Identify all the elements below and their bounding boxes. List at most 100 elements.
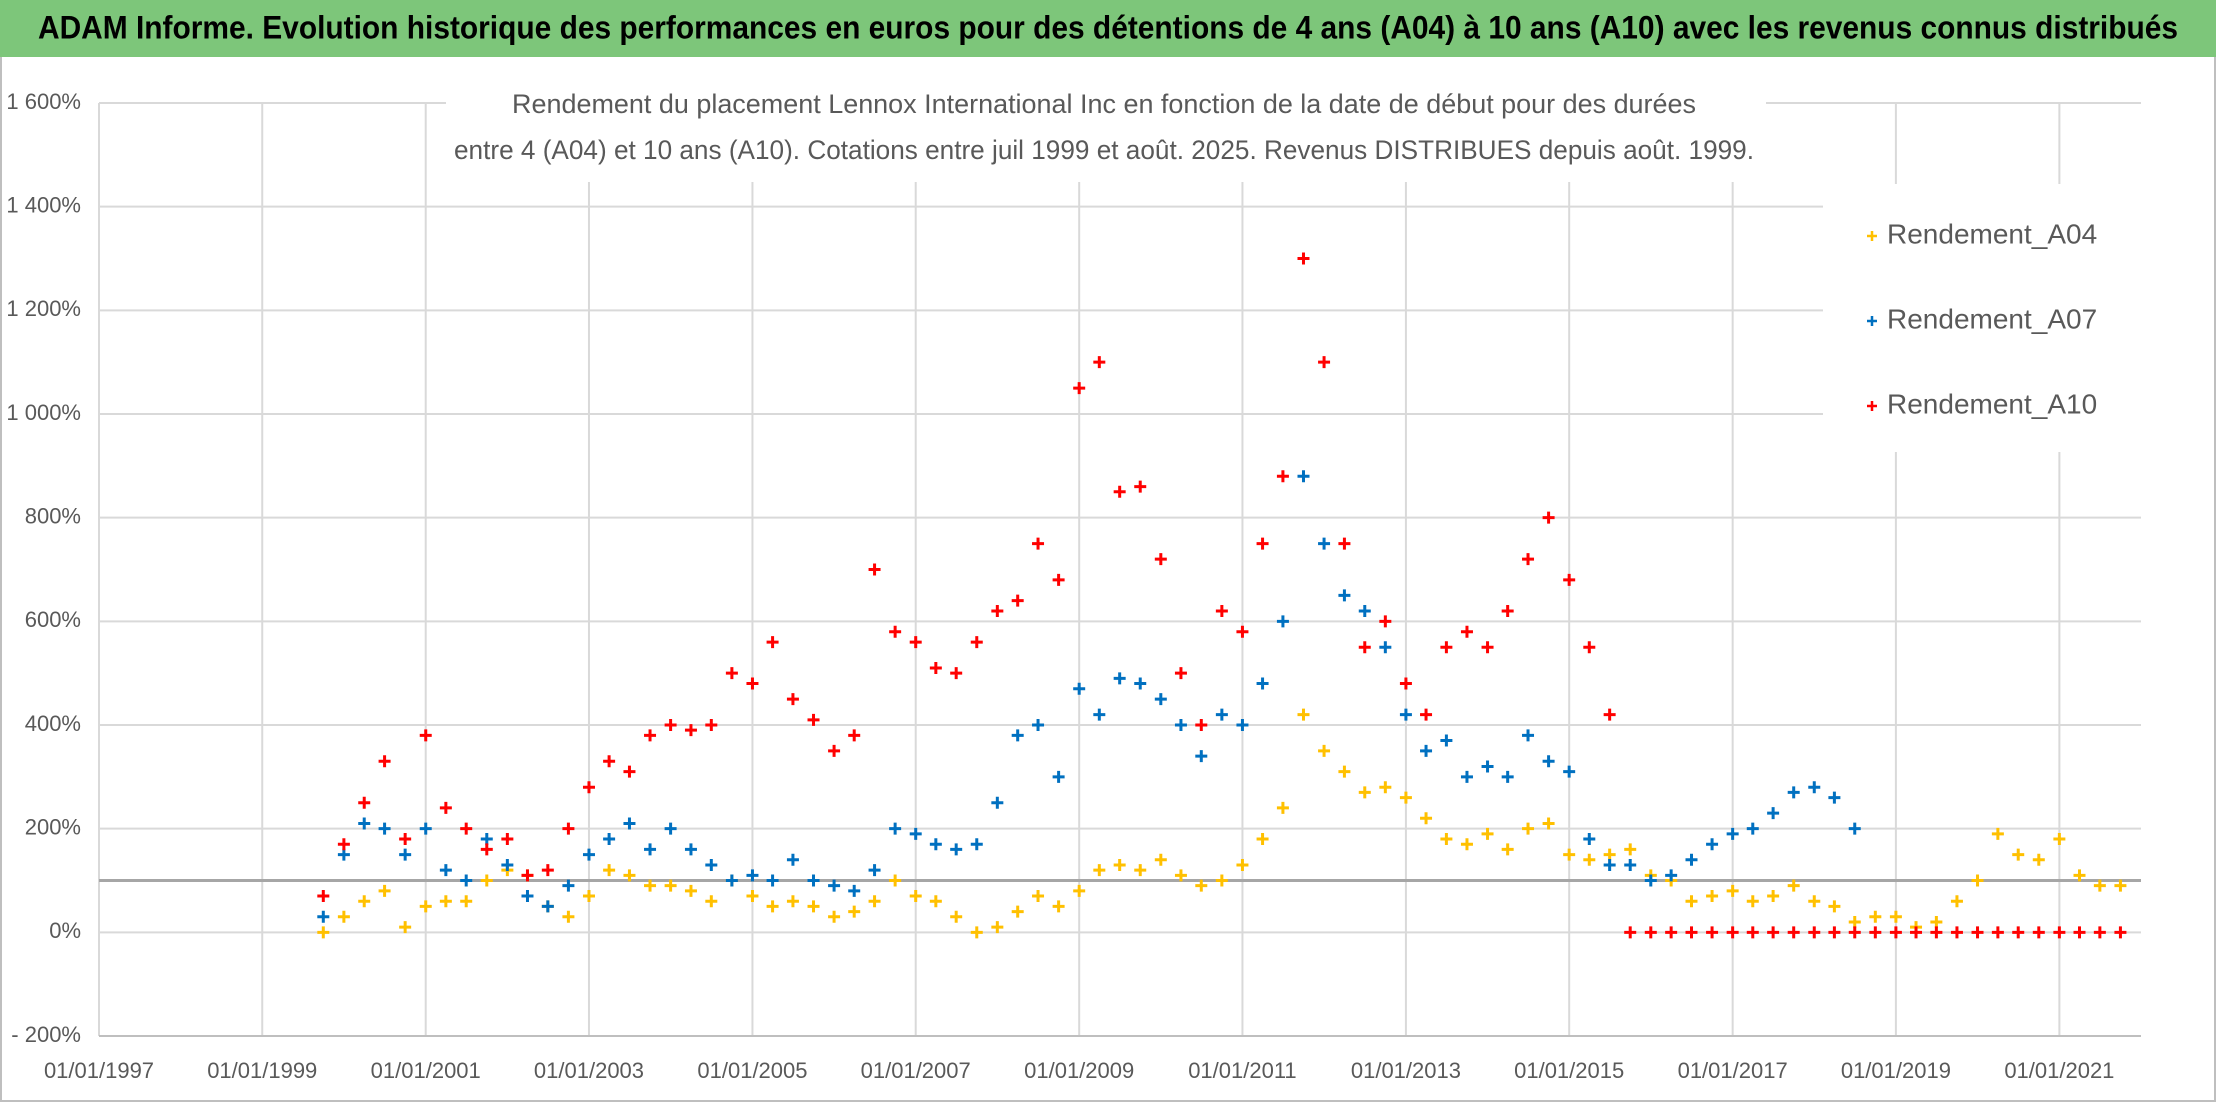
data-point <box>1174 667 1187 680</box>
data-point <box>1134 480 1147 493</box>
data-point <box>582 890 595 903</box>
data-point <box>1318 356 1331 369</box>
x-tick-label: 01/01/1999 <box>207 1058 317 1083</box>
data-point <box>1358 604 1371 617</box>
data-point <box>1195 719 1208 731</box>
header-title: ADAM Informe. Evolution historique des p… <box>38 9 2178 45</box>
data-point <box>1848 926 1861 939</box>
data-point <box>1746 822 1759 835</box>
data-point <box>909 827 922 840</box>
data-point <box>1011 729 1024 742</box>
data-point <box>1420 744 1433 757</box>
data-point <box>1828 926 1841 939</box>
data-point <box>1624 926 1637 939</box>
header-band <box>0 0 2216 57</box>
data-point <box>644 843 657 856</box>
chart-subtitle: entre 4 (A04) et 10 ans (A10). Cotations… <box>454 135 1754 165</box>
data-point <box>828 879 841 892</box>
data-point <box>1174 719 1187 731</box>
data-point <box>889 625 902 638</box>
data-point <box>725 874 738 887</box>
data-point <box>1522 822 1535 835</box>
data-point <box>970 838 983 851</box>
data-point <box>562 910 575 923</box>
data-point <box>1869 926 1882 939</box>
data-point <box>929 838 942 851</box>
x-tick-label: 01/01/2017 <box>1678 1058 1788 1083</box>
data-point <box>399 833 412 846</box>
data-point <box>2032 926 2045 939</box>
data-point <box>1399 708 1412 721</box>
y-tick-label: 800% <box>25 503 81 528</box>
data-point <box>582 848 595 861</box>
data-point <box>317 926 330 939</box>
data-point <box>399 921 412 934</box>
data-point <box>1563 765 1576 778</box>
data-point <box>868 895 881 908</box>
data-point <box>1583 641 1596 654</box>
data-point <box>1073 382 1086 395</box>
data-point <box>1276 801 1289 814</box>
x-tick-label: 01/01/2005 <box>697 1058 807 1083</box>
data-point <box>929 661 942 674</box>
data-point <box>623 869 636 882</box>
data-point <box>1950 895 1963 908</box>
data-point <box>603 864 616 877</box>
data-point <box>1767 807 1780 820</box>
data-point <box>1848 915 1861 928</box>
data-point <box>807 900 820 913</box>
data-point <box>480 843 493 856</box>
data-point <box>1032 719 1045 731</box>
data-point <box>1276 615 1289 628</box>
data-point <box>603 755 616 768</box>
data-point <box>1318 744 1331 757</box>
data-point <box>1563 848 1576 861</box>
data-point <box>1767 926 1780 939</box>
data-point <box>1052 573 1065 586</box>
data-point <box>1501 770 1514 783</box>
data-point <box>1236 719 1249 731</box>
legend-marker <box>1867 401 1877 411</box>
data-point <box>1501 843 1514 856</box>
chart-title: Rendement du placement Lennox Internatio… <box>512 89 1696 119</box>
data-point <box>1073 884 1086 897</box>
data-point <box>1787 786 1800 799</box>
data-point <box>644 879 657 892</box>
data-point <box>705 895 718 908</box>
y-tick-label: 1 000% <box>6 400 81 425</box>
data-point <box>501 833 514 846</box>
data-point <box>1440 734 1453 747</box>
data-point <box>1154 553 1167 566</box>
data-point <box>1726 827 1739 840</box>
data-point <box>1603 848 1616 861</box>
data-point <box>1358 641 1371 654</box>
data-point <box>1460 838 1473 851</box>
data-point <box>889 874 902 887</box>
data-point <box>1113 485 1126 498</box>
data-point <box>1787 926 1800 939</box>
x-tick-label: 01/01/2003 <box>534 1058 644 1083</box>
data-point <box>2053 926 2066 939</box>
data-point <box>1011 905 1024 918</box>
data-point <box>1052 770 1065 783</box>
data-point <box>439 895 452 908</box>
data-point <box>2053 833 2066 846</box>
data-point <box>1399 677 1412 690</box>
data-point <box>337 838 350 851</box>
data-point <box>1726 926 1739 939</box>
legend-label: Rendement_A04 <box>1887 218 2097 249</box>
data-point <box>1665 926 1678 939</box>
data-point <box>1297 708 1310 721</box>
data-point <box>1215 708 1228 721</box>
data-point <box>684 884 697 897</box>
data-point <box>2093 926 2106 939</box>
data-point <box>1134 677 1147 690</box>
data-point <box>929 895 942 908</box>
data-point <box>1889 926 1902 939</box>
y-tick-label: 0% <box>49 918 81 943</box>
data-point <box>623 817 636 830</box>
data-point <box>644 729 657 742</box>
data-point <box>1501 604 1514 617</box>
legend-marker <box>1867 316 1877 326</box>
data-point <box>1685 853 1698 866</box>
